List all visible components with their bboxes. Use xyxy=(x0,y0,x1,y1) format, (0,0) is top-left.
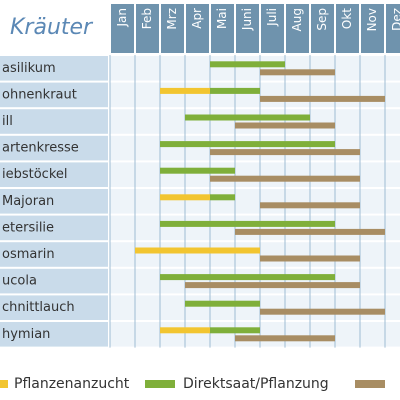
bar xyxy=(210,194,235,201)
row-bg xyxy=(110,295,400,320)
row-label: hymian xyxy=(2,327,50,342)
row-label-bg xyxy=(0,162,108,187)
row-bg xyxy=(110,242,400,267)
row-bg xyxy=(110,162,400,187)
month-label: Apr xyxy=(190,8,204,29)
month-label: Okt xyxy=(340,8,354,29)
bar xyxy=(210,327,260,334)
row-bg xyxy=(110,189,400,214)
month-label: Aug xyxy=(290,8,304,31)
row-label: ill xyxy=(2,114,13,129)
bar xyxy=(160,327,210,334)
bar xyxy=(235,335,335,342)
month-label: Juli xyxy=(265,8,279,27)
month-header xyxy=(236,4,259,53)
month-label: Dez xyxy=(390,8,400,31)
bar xyxy=(185,114,310,121)
row-label: osmarin xyxy=(2,247,55,262)
row-label-bg xyxy=(0,56,108,81)
row-label: chnittlauch xyxy=(2,300,75,315)
bar xyxy=(210,87,260,94)
row-label: asilikum xyxy=(2,61,56,76)
row-bg xyxy=(110,268,400,294)
row-label-bg xyxy=(0,109,108,134)
row-label-bg xyxy=(0,322,108,347)
bar xyxy=(235,228,385,235)
row-label: iebstöckel xyxy=(2,167,68,182)
row-label: ucola xyxy=(2,274,37,289)
month-label: Mrz xyxy=(165,8,179,30)
row-label-bg xyxy=(0,189,108,214)
bar xyxy=(260,69,335,76)
month-header xyxy=(186,4,209,53)
row-label: Majoran xyxy=(2,194,54,209)
month-label: Sep xyxy=(315,8,329,31)
month-label: Juni xyxy=(240,8,254,31)
bar xyxy=(160,167,235,174)
bar xyxy=(260,308,385,315)
bar xyxy=(185,300,260,307)
month-header xyxy=(286,4,309,53)
bar xyxy=(235,122,335,129)
bar xyxy=(185,282,360,289)
month-header xyxy=(161,4,184,53)
month-header xyxy=(311,4,334,53)
row-bg xyxy=(110,322,400,347)
month-header xyxy=(261,4,284,53)
legend-swatch xyxy=(0,380,8,388)
month-header xyxy=(386,4,400,53)
month-header xyxy=(211,4,234,53)
row-label-bg xyxy=(0,82,108,108)
row-label-bg xyxy=(0,295,108,320)
row-bg xyxy=(110,135,400,161)
chart-title: Kräuter xyxy=(10,15,94,40)
row-label-bg xyxy=(0,268,108,294)
bar xyxy=(160,87,210,94)
bar xyxy=(210,61,285,68)
row-label-bg xyxy=(0,215,108,241)
bar xyxy=(260,202,360,209)
month-label: Nov xyxy=(365,8,379,31)
bar xyxy=(260,255,360,262)
bar xyxy=(260,95,385,102)
bar xyxy=(135,247,260,254)
row-label-bg xyxy=(0,135,108,161)
row-label: etersilie xyxy=(2,220,54,235)
row-label-bg xyxy=(0,242,108,267)
legend-label: Pflanzenanzucht xyxy=(14,376,130,392)
month-label: Jan xyxy=(115,8,129,28)
month-label: Mai xyxy=(215,8,229,29)
legend-swatch xyxy=(355,380,385,388)
row-bg xyxy=(110,56,400,81)
bar xyxy=(210,149,360,156)
legend-swatch xyxy=(145,380,175,388)
row-label: ohnenkraut xyxy=(2,87,77,102)
legend-label: Direktsaat/Pflanzung xyxy=(183,376,329,392)
row-bg xyxy=(110,109,400,134)
row-bg xyxy=(110,82,400,108)
month-label: Feb xyxy=(140,8,154,29)
row-label: artenkresse xyxy=(2,141,79,156)
bar xyxy=(160,141,335,148)
row-bg xyxy=(110,215,400,241)
bar xyxy=(210,175,360,182)
month-header xyxy=(136,4,159,53)
month-header xyxy=(361,4,384,53)
month-header xyxy=(336,4,359,53)
bar xyxy=(160,274,335,281)
bar xyxy=(160,194,210,201)
month-header xyxy=(111,4,134,53)
bar xyxy=(160,220,335,227)
